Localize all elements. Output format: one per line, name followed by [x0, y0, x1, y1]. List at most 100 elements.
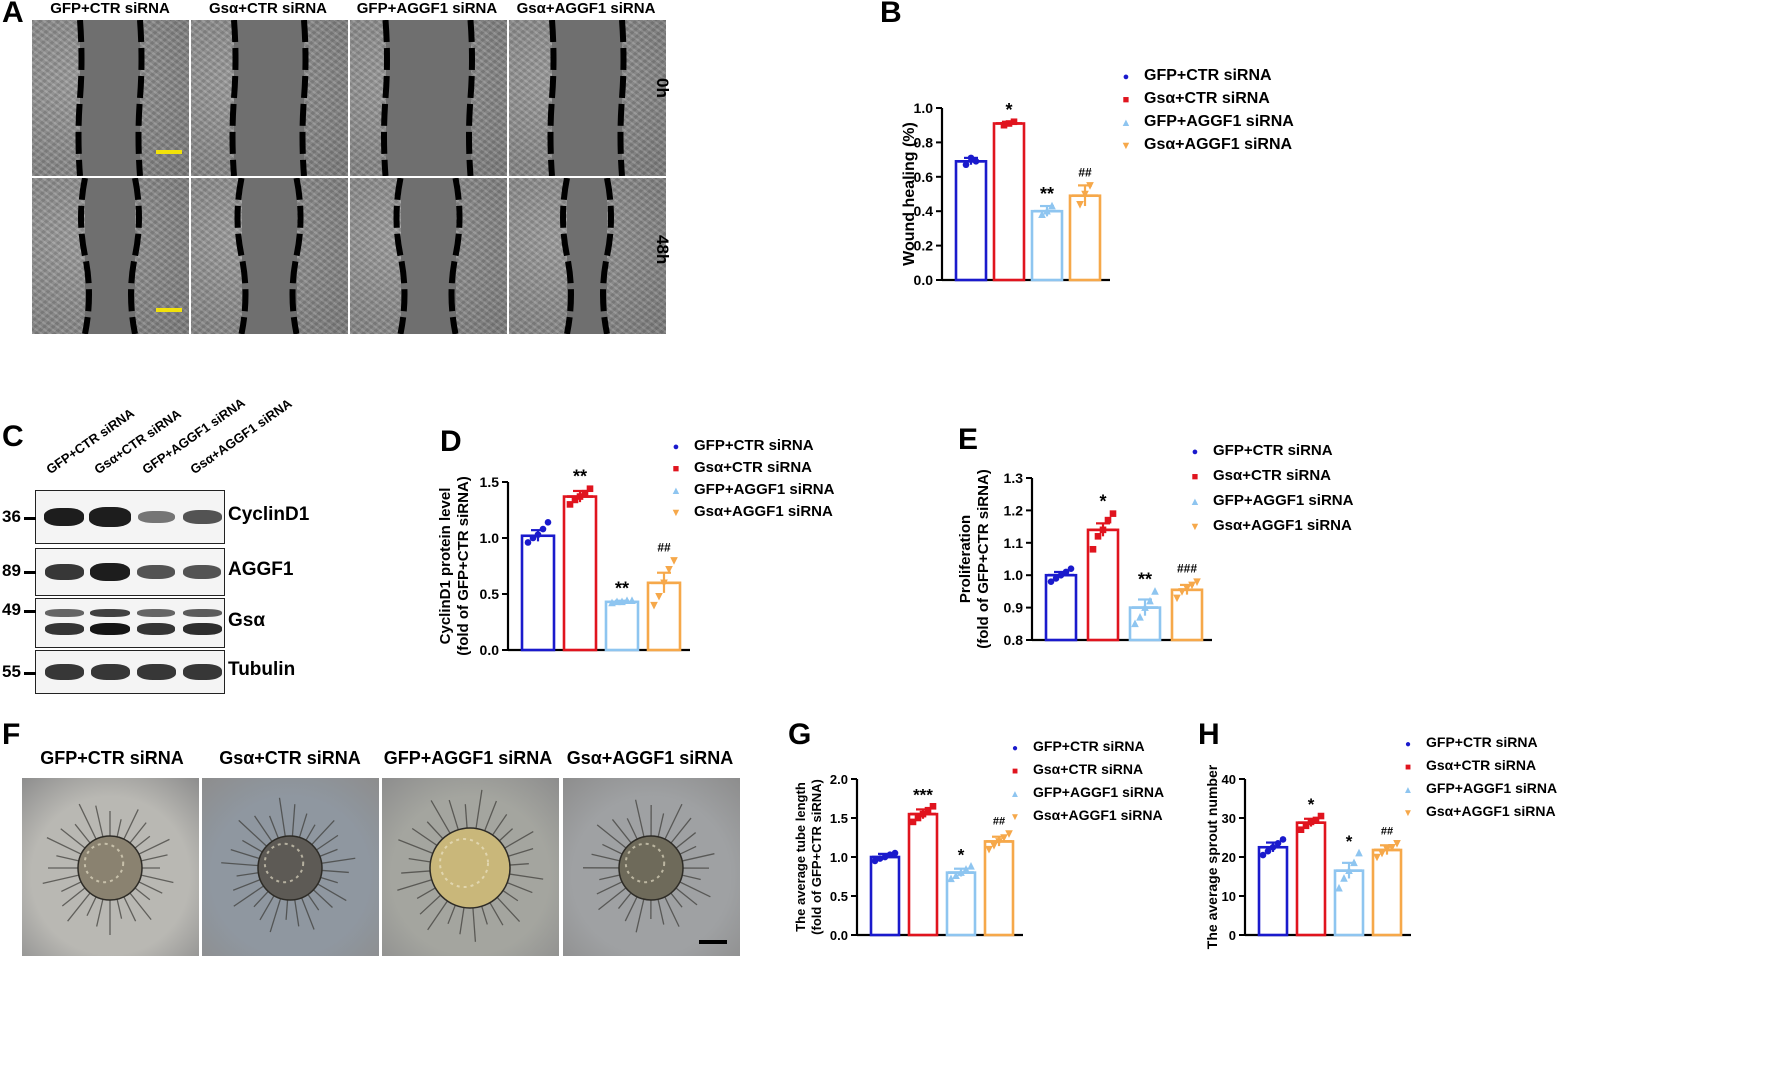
legend-marker: ▲	[671, 485, 682, 497]
data-point	[1146, 596, 1154, 605]
bar-4	[1371, 848, 1403, 937]
data-point	[1076, 201, 1084, 209]
panel-a-column-header-4: Gsα+AGGF1 siRNA	[516, 0, 656, 17]
panel-label-d: D	[440, 425, 462, 458]
significance-annotation: ###	[1177, 562, 1197, 576]
data-point	[990, 842, 998, 850]
data-point	[1052, 575, 1060, 582]
blot-band	[89, 507, 131, 527]
panel-label-e: E	[958, 423, 979, 456]
legend-entry: Gsα+AGGF1 siRNA	[1144, 136, 1293, 153]
y-axis-label: (fold of GFP+CTR siRNA)	[809, 779, 824, 935]
legend-marker: ■	[1405, 762, 1411, 773]
significance-annotation: ##	[1381, 825, 1393, 837]
data-point	[529, 534, 537, 542]
bar-3	[945, 871, 977, 937]
data-point	[1373, 853, 1381, 862]
data-point	[1151, 587, 1159, 595]
bar-1	[520, 534, 556, 652]
data-point	[1005, 830, 1013, 838]
legend-entry: GFP+AGGF1 siRNA	[1213, 492, 1354, 509]
blot-band	[90, 663, 130, 681]
significance-annotation: **	[615, 579, 629, 599]
data-point	[985, 845, 993, 854]
data-point	[1047, 578, 1055, 585]
data-point	[1038, 210, 1046, 218]
data-point	[1259, 851, 1267, 859]
bar-1	[869, 855, 901, 937]
legend-marker: ●	[1192, 446, 1199, 458]
blot-band	[90, 623, 130, 635]
data-point	[1279, 836, 1287, 843]
data-point	[1355, 848, 1363, 857]
y-tick-label: 1.5	[480, 474, 500, 490]
y-axis-label: (fold of GFP+CTR siRNA)	[455, 476, 472, 656]
legend-marker: ■	[1123, 94, 1130, 106]
blot-mw-label: 49	[2, 600, 21, 619]
y-tick-label: 20	[1222, 850, 1236, 865]
panel-f-spheroid-image	[563, 778, 740, 956]
blot-band	[90, 563, 130, 581]
panel-a-micrograph	[509, 20, 666, 176]
legend-entry: Gsα+CTR siRNA	[1426, 757, 1536, 773]
y-tick-label: 1.5	[830, 811, 848, 826]
y-tick-label: 0.9	[1004, 600, 1024, 616]
panel-a-micrograph	[32, 20, 189, 176]
legend-entry: GFP+AGGF1 siRNA	[1144, 113, 1294, 130]
data-point	[1109, 510, 1117, 517]
data-point	[655, 592, 663, 601]
data-point	[628, 596, 636, 605]
data-point	[1297, 826, 1305, 833]
data-point	[1340, 874, 1348, 882]
y-axis-label: The average tube length	[793, 782, 808, 932]
data-point	[1005, 120, 1013, 127]
bar-2	[1295, 821, 1327, 937]
chart-e-proliferation: 0.8 0.9 1.0 1.1 1.2 1.3 Proliferation (fold of …	[957, 442, 1354, 649]
data-point	[1000, 834, 1008, 842]
data-point	[1383, 845, 1391, 854]
panel-f-column-header-4: Gsα+AGGF1 siRNA	[566, 748, 734, 768]
bar-1	[1044, 573, 1078, 642]
significance-annotation: *	[1308, 795, 1315, 814]
blot-mw-label: 89	[2, 561, 21, 580]
data-point	[1131, 619, 1139, 628]
data-point	[1000, 121, 1008, 129]
data-point	[919, 810, 927, 818]
bar-4	[1068, 194, 1102, 282]
chart-d-cyclind1: 0.0 0.5 1.0 1.5 CyclinD1 protein level (fold …	[437, 437, 835, 658]
panel-f-spheroid-image	[22, 778, 199, 956]
panel-a-micrograph	[350, 178, 507, 334]
data-point	[1350, 858, 1358, 867]
y-tick-label: 1.0	[914, 100, 934, 116]
significance-annotation: ***	[913, 785, 933, 804]
y-tick-label: 0.8	[1004, 632, 1024, 648]
blot-protein-label: Tubulin	[228, 659, 296, 680]
y-axis-label: The average sprout number	[1204, 764, 1220, 949]
data-point	[613, 597, 621, 606]
data-point	[665, 566, 673, 574]
data-point	[524, 539, 532, 546]
blot-band	[136, 623, 176, 635]
panel-label-a: A	[2, 0, 24, 29]
data-point	[1099, 526, 1107, 534]
y-tick-label: 0.2	[914, 238, 934, 254]
legend-entry: GFP+AGGF1 siRNA	[1033, 784, 1164, 800]
data-point	[962, 161, 970, 169]
data-point	[534, 531, 542, 538]
bar-2	[562, 495, 598, 652]
blot-mw-tick	[24, 610, 36, 613]
legend-entry: Gsα+CTR siRNA	[1033, 761, 1143, 777]
legend-marker: ▲	[1403, 785, 1413, 796]
legend-marker: ■	[1192, 471, 1199, 483]
legend-marker: ■	[1012, 766, 1018, 777]
blot-row-cyclind1	[35, 490, 225, 544]
bar-3	[1333, 869, 1365, 937]
data-point	[576, 493, 584, 500]
y-tick-label: 1.1	[1004, 535, 1024, 551]
legend-entry: GFP+CTR siRNA	[1213, 442, 1333, 459]
data-point	[660, 579, 668, 588]
bar-1	[954, 160, 988, 282]
bar-3	[1030, 209, 1064, 282]
